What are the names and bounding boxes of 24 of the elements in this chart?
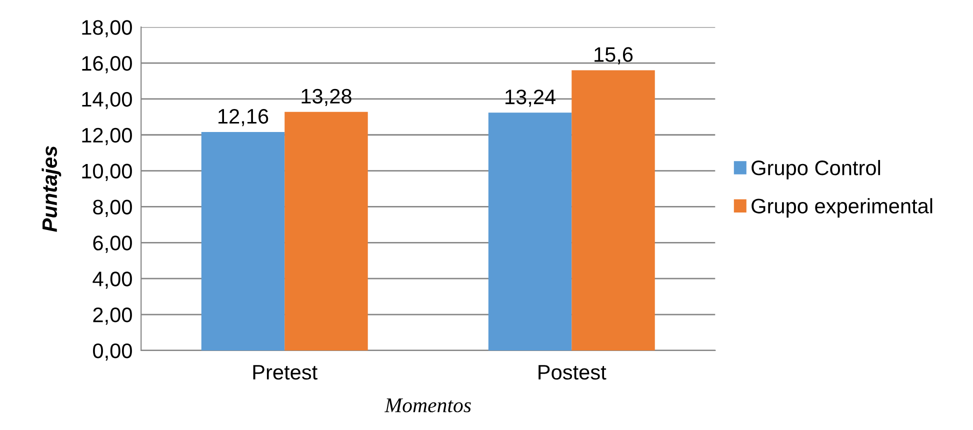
bar (572, 70, 655, 350)
legend-label: Grupo Control (752, 160, 880, 180)
y-tick-label: 14,00 (82, 92, 132, 110)
x-tick-label: Postest (538, 365, 606, 380)
data-label: 12,16 (218, 108, 268, 126)
y-tick-label: 2,00 (93, 308, 132, 325)
y-tick-label: 8,00 (93, 200, 132, 217)
y-tick-label: 18,00 (82, 20, 132, 38)
data-label: 13,28 (302, 88, 352, 106)
data-label: 15,6 (594, 47, 633, 64)
y-tick-label: 6,00 (93, 236, 132, 253)
y-tick-label: 10,00 (82, 164, 132, 182)
legend-label: Grupo experimental (752, 198, 932, 218)
x-axis-title: Momentos (384, 398, 471, 412)
y-tick-label: 16,00 (82, 56, 132, 74)
y-axis-title: Puntajes (42, 146, 62, 232)
bar (284, 112, 368, 350)
x-tick-label: Pretest (253, 365, 318, 380)
y-tick-label: 0,00 (93, 343, 132, 361)
bar (201, 132, 285, 350)
y-tick-label: 4,00 (92, 272, 132, 289)
bar (488, 112, 572, 350)
data-label: 13,24 (506, 90, 556, 107)
y-tick-label: 12,00 (82, 128, 132, 146)
